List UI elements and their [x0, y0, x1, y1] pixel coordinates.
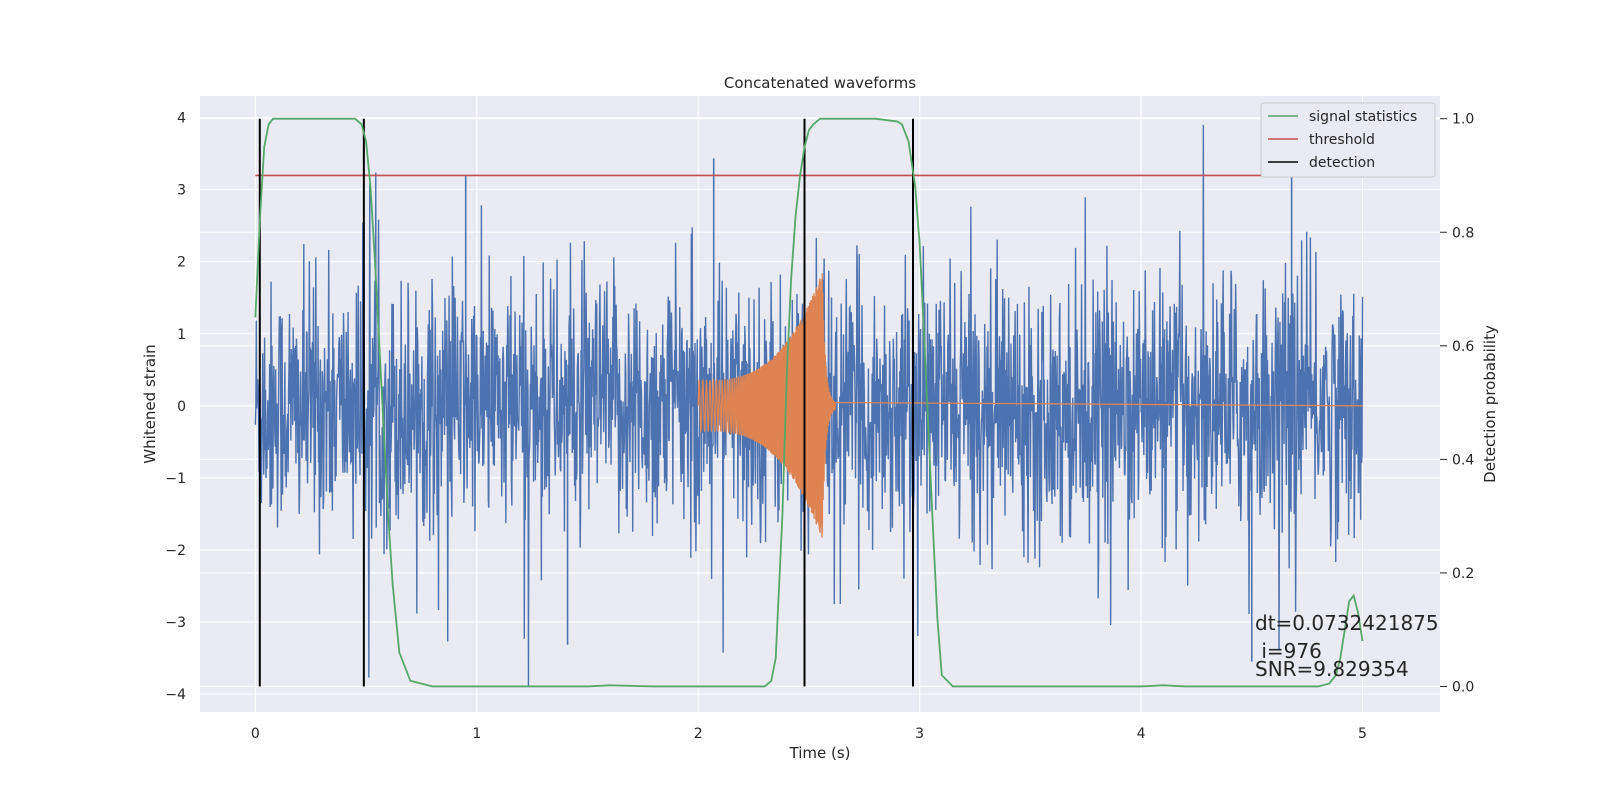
- x-tick-label-2: 2: [694, 726, 703, 742]
- y2-tick-label-5: 1.0: [1452, 112, 1474, 128]
- chart-title: Concatenated waveforms: [724, 74, 916, 92]
- y-tick-label-4: 0: [177, 399, 186, 415]
- y-tick-label-2: −2: [165, 543, 186, 559]
- y2-tick-label-1: 0.2: [1452, 566, 1474, 582]
- legend: signal statistics threshold detection: [1260, 102, 1436, 178]
- x-axis-label: Time (s): [789, 744, 851, 762]
- y-tick-label-3: −1: [165, 471, 186, 487]
- y-axis-label: Whitened strain: [141, 344, 159, 463]
- y-tick-label-5: 1: [177, 327, 186, 343]
- x-tick-label-4: 4: [1137, 726, 1146, 742]
- waveform-trace: [697, 273, 1363, 538]
- x-tick-label-0: 0: [251, 726, 260, 742]
- legend-label-threshold: threshold: [1309, 132, 1375, 148]
- plot-area: [254, 117, 1385, 688]
- y2-tick-label-2: 0.4: [1452, 452, 1474, 468]
- x-tick-label-3: 3: [915, 726, 924, 742]
- y2-tick-label-4: 0.8: [1452, 225, 1474, 241]
- annotation-snr: SNR=9.829354: [1255, 657, 1409, 681]
- ticks: 0 1 2 3 4 5 −4 −3 −2 −1 0 1 2 3 4 0.0 0.2 0.4 0.6 0.8 1.0: [165, 111, 1474, 742]
- y-tick-label-6: 2: [177, 255, 186, 271]
- annotation-i: i=976: [1255, 639, 1322, 663]
- y2-tick-label-3: 0.6: [1452, 339, 1474, 355]
- x-tick-label-5: 5: [1358, 726, 1367, 742]
- signal-statistics-line: [254, 117, 1364, 688]
- y-tick-label-1: −3: [165, 615, 186, 631]
- legend-label-detection: detection: [1309, 155, 1375, 171]
- y2-axis-label: Detection probability: [1481, 325, 1499, 483]
- y-tick-label-0: −4: [165, 687, 186, 703]
- x-tick-label-1: 1: [472, 726, 481, 742]
- legend-label-signal-statistics: signal statistics: [1309, 109, 1417, 125]
- annotation-dt: dt=0.0732421875: [1255, 611, 1439, 635]
- legend-box: [1260, 102, 1436, 178]
- y2-tick-label-0: 0.0: [1452, 679, 1474, 695]
- y-tick-label-8: 4: [177, 111, 186, 127]
- y-tick-label-7: 3: [177, 183, 186, 199]
